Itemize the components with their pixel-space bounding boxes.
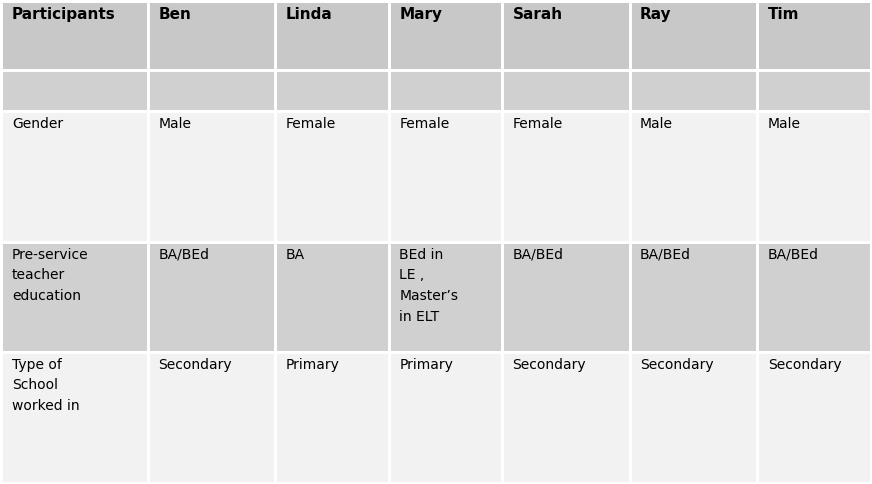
FancyBboxPatch shape <box>148 352 276 483</box>
FancyBboxPatch shape <box>2 242 148 352</box>
FancyBboxPatch shape <box>148 1 276 70</box>
FancyBboxPatch shape <box>630 111 757 242</box>
Text: Type of
School
worked in: Type of School worked in <box>12 358 79 413</box>
FancyBboxPatch shape <box>757 242 870 352</box>
Text: Female: Female <box>286 117 336 131</box>
FancyBboxPatch shape <box>276 111 389 242</box>
Text: Secondary: Secondary <box>767 358 841 372</box>
Text: Pre-service
teacher
education: Pre-service teacher education <box>12 248 88 303</box>
FancyBboxPatch shape <box>757 352 870 483</box>
Text: Male: Male <box>640 117 673 131</box>
FancyBboxPatch shape <box>502 352 630 483</box>
FancyBboxPatch shape <box>389 242 502 352</box>
FancyBboxPatch shape <box>757 111 870 242</box>
Text: Participants: Participants <box>12 7 116 22</box>
Text: BA/BEd: BA/BEd <box>767 248 819 262</box>
FancyBboxPatch shape <box>276 1 389 70</box>
FancyBboxPatch shape <box>2 70 148 111</box>
FancyBboxPatch shape <box>2 352 148 483</box>
FancyBboxPatch shape <box>389 1 502 70</box>
Text: BA/BEd: BA/BEd <box>158 248 209 262</box>
Text: Primary: Primary <box>286 358 340 372</box>
Text: Secondary: Secondary <box>158 358 232 372</box>
FancyBboxPatch shape <box>276 70 389 111</box>
Text: Ray: Ray <box>640 7 671 22</box>
FancyBboxPatch shape <box>389 111 502 242</box>
Text: Primary: Primary <box>399 358 453 372</box>
FancyBboxPatch shape <box>389 70 502 111</box>
Text: Secondary: Secondary <box>640 358 714 372</box>
FancyBboxPatch shape <box>148 70 276 111</box>
FancyBboxPatch shape <box>2 1 148 70</box>
Text: Female: Female <box>513 117 562 131</box>
FancyBboxPatch shape <box>502 70 630 111</box>
FancyBboxPatch shape <box>276 352 389 483</box>
FancyBboxPatch shape <box>148 111 276 242</box>
FancyBboxPatch shape <box>502 111 630 242</box>
Text: Female: Female <box>399 117 449 131</box>
Text: Mary: Mary <box>399 7 442 22</box>
Text: Ben: Ben <box>158 7 191 22</box>
FancyBboxPatch shape <box>148 242 276 352</box>
FancyBboxPatch shape <box>630 70 757 111</box>
FancyBboxPatch shape <box>2 111 148 242</box>
Text: Male: Male <box>158 117 191 131</box>
FancyBboxPatch shape <box>630 242 757 352</box>
FancyBboxPatch shape <box>757 70 870 111</box>
Text: BA/BEd: BA/BEd <box>640 248 691 262</box>
FancyBboxPatch shape <box>502 242 630 352</box>
FancyBboxPatch shape <box>276 242 389 352</box>
FancyBboxPatch shape <box>389 352 502 483</box>
Text: Sarah: Sarah <box>513 7 562 22</box>
FancyBboxPatch shape <box>757 1 870 70</box>
Text: BA/BEd: BA/BEd <box>513 248 563 262</box>
Text: BEd in
LE ,
Master’s
in ELT: BEd in LE , Master’s in ELT <box>399 248 458 324</box>
Text: BA: BA <box>286 248 305 262</box>
Text: Gender: Gender <box>12 117 63 131</box>
FancyBboxPatch shape <box>630 1 757 70</box>
Text: Tim: Tim <box>767 7 799 22</box>
FancyBboxPatch shape <box>630 352 757 483</box>
Text: Secondary: Secondary <box>513 358 586 372</box>
Text: Linda: Linda <box>286 7 332 22</box>
FancyBboxPatch shape <box>502 1 630 70</box>
Text: Male: Male <box>767 117 800 131</box>
